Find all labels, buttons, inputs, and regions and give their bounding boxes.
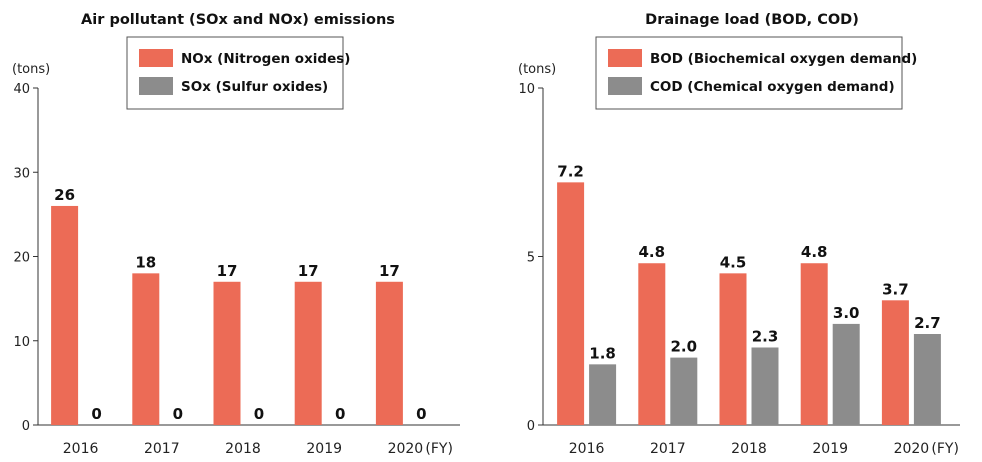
- data-label: 7.2: [557, 162, 584, 180]
- legend-label: NOx (Nitrogen oxides): [181, 51, 350, 67]
- x-tick-label: 2020: [388, 441, 424, 457]
- bar-secondary-2017: [670, 357, 698, 425]
- legend-label: COD (Chemical oxygen demand): [650, 79, 895, 95]
- x-tick-label: 2019: [306, 441, 342, 457]
- bar-primary-2016: [557, 182, 585, 425]
- bar-primary-2018: [213, 281, 241, 425]
- drainage-load-chart: Drainage load (BOD, COD) BOD (Biochemical…: [518, 12, 960, 457]
- y-axis-unit-label: (tons): [518, 62, 556, 77]
- data-label: 0: [335, 405, 345, 423]
- legend-label: SOx (Sulfur oxides): [181, 79, 328, 95]
- x-tick-label: 2018: [731, 441, 767, 457]
- fiscal-year-suffix: (FY): [931, 441, 959, 457]
- data-label: 0: [254, 405, 264, 423]
- legend-swatch-primary: [139, 49, 173, 67]
- bar-primary-2020: [881, 300, 909, 425]
- data-label: 4.5: [720, 253, 747, 271]
- bar-primary-2020: [375, 281, 403, 425]
- data-label: 1.8: [589, 344, 616, 362]
- x-tick-label: 2016: [569, 441, 605, 457]
- legend-swatch-primary: [608, 49, 642, 67]
- x-tick-label: 2018: [225, 441, 261, 457]
- legend-swatch-secondary: [608, 77, 642, 95]
- y-tick-label: 0: [527, 419, 535, 434]
- y-tick-label: 30: [13, 166, 30, 181]
- y-tick-label: 40: [13, 82, 30, 97]
- x-tick-label: 2019: [812, 441, 848, 457]
- bar-primary-2019: [294, 281, 322, 425]
- chart-title: Drainage load (BOD, COD): [645, 12, 859, 28]
- air-pollutant-chart: Air pollutant (SOx and NOx) emissions NOx…: [12, 12, 460, 457]
- y-tick-label: 0: [22, 419, 30, 434]
- legend-box: [126, 36, 344, 110]
- legend-label: BOD (Biochemical oxygen demand): [650, 51, 917, 67]
- legend-swatch-secondary: [139, 77, 173, 95]
- y-axis-unit-label: (tons): [12, 62, 50, 77]
- data-label: 0: [91, 405, 101, 423]
- y-tick-label: 10: [13, 335, 30, 350]
- data-label: 17: [217, 262, 238, 280]
- bar-secondary-2019: [832, 323, 860, 425]
- bar-secondary-2018: [751, 347, 779, 425]
- data-label: 4.8: [801, 243, 828, 261]
- chart-title: Air pollutant (SOx and NOx) emissions: [81, 12, 395, 28]
- y-tick-label: 5: [527, 251, 535, 266]
- data-label: 2.0: [671, 338, 698, 356]
- bar-primary-2019: [800, 263, 828, 425]
- bar-secondary-2020: [913, 334, 941, 425]
- data-label: 17: [298, 262, 319, 280]
- data-label: 3.7: [882, 280, 909, 298]
- fiscal-year-suffix: (FY): [425, 441, 453, 457]
- bar-primary-2017: [132, 273, 160, 425]
- data-label: 18: [135, 253, 156, 271]
- x-tick-label: 2017: [650, 441, 686, 457]
- y-tick-label: 20: [13, 251, 30, 266]
- data-label: 0: [416, 405, 426, 423]
- bar-primary-2018: [719, 273, 747, 425]
- data-label: 26: [54, 186, 75, 204]
- bar-secondary-2016: [589, 364, 617, 425]
- x-tick-label: 2020: [894, 441, 930, 457]
- data-label: 0: [173, 405, 183, 423]
- bar-primary-2016: [51, 205, 79, 425]
- x-tick-label: 2016: [63, 441, 99, 457]
- bar-primary-2017: [638, 263, 666, 425]
- legend-box: [595, 36, 903, 110]
- data-label: 17: [379, 262, 400, 280]
- data-label: 2.7: [914, 314, 941, 332]
- data-label: 4.8: [639, 243, 666, 261]
- data-label: 3.0: [833, 304, 860, 322]
- y-tick-label: 10: [518, 82, 535, 97]
- x-tick-label: 2017: [144, 441, 180, 457]
- data-label: 2.3: [752, 327, 779, 345]
